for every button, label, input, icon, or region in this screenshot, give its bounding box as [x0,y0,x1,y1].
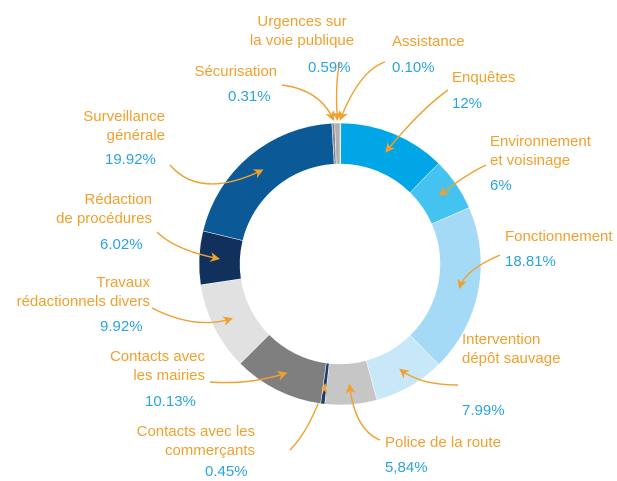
segment-value: 0.31% [228,88,271,105]
arrow [338,61,386,121]
donut-segment [334,122,341,165]
segment-label: Intervention dépôt sauvage [462,331,561,367]
arrow [281,84,335,121]
segment-label: Fonctionnement [505,228,613,245]
segment-label: Contacts avec les mairies [109,348,205,384]
segment-value: 0.59% [308,59,351,76]
segment-value: 18.81% [505,253,556,270]
segment-label: Rédaction de procédures [56,191,152,227]
segment-label: Police de la route [385,434,501,451]
segment-label: Sécurisation [194,63,277,80]
arrow [457,254,501,290]
arrow [331,61,342,121]
segment-value: 12% [452,95,483,112]
arrow [438,164,487,196]
segment-value: 9.92% [100,318,143,335]
segment-label: Travaux rédactionnels divers [16,274,150,310]
segment-value: 6.02% [100,236,143,253]
arrow [345,383,381,441]
arrow [156,231,221,262]
segment-value: 0.45% [205,463,248,480]
segment-value: 19.92% [105,151,156,168]
segment-label: Surveillance générale [83,108,165,144]
segment-value: 10.13% [145,393,196,410]
arrow [169,164,264,185]
arrow [151,307,233,326]
arrow [209,371,288,384]
segment-label: Urgences sur la voie publique [249,13,355,49]
segment-label: Environnement et voisinage [490,133,591,169]
segment-label: Enquêtes [452,69,516,86]
segment-value: 5,84% [385,459,428,476]
donut-segment [202,122,335,241]
segment-value: 6% [490,177,512,194]
arrow [399,368,459,386]
segment-value: 0.10% [392,59,435,76]
segment-label: Contacts avec les commerçants [136,423,255,459]
arrow [385,89,449,153]
segment-value: 7.99% [462,402,505,419]
segment-label: Assistance [392,33,465,50]
